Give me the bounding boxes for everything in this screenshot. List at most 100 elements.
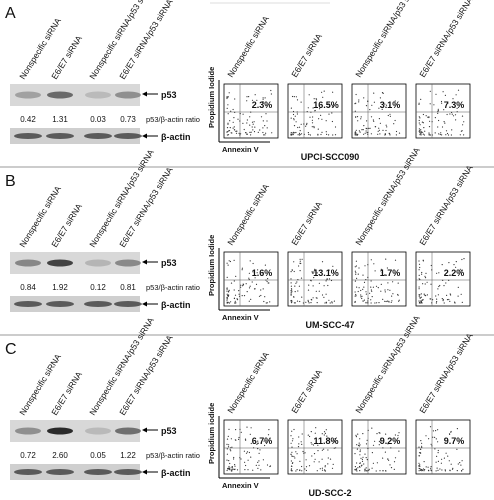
- event-dot: [310, 298, 312, 301]
- event-dot: [443, 121, 445, 123]
- event-dot: [310, 111, 312, 113]
- event-dot: [241, 295, 243, 297]
- event-dot: [355, 93, 357, 96]
- event-dot: [381, 106, 383, 108]
- event-dot: [290, 133, 292, 135]
- event-dot: [437, 111, 439, 113]
- event-dot: [456, 107, 458, 109]
- event-dot: [321, 131, 323, 133]
- p53-band: [47, 91, 73, 99]
- event-dot: [327, 457, 329, 459]
- panel-label: A: [5, 5, 16, 22]
- event-dot: [321, 433, 323, 435]
- event-dot: [297, 126, 299, 129]
- event-dot: [378, 118, 380, 120]
- event-dot: [385, 300, 387, 303]
- event-dot: [436, 467, 438, 469]
- event-dot: [378, 440, 380, 442]
- event-dot: [298, 132, 301, 134]
- event-dot: [378, 107, 380, 109]
- event-dot: [227, 96, 229, 98]
- event-dot: [260, 289, 262, 291]
- event-dot: [311, 455, 313, 457]
- event-dot: [315, 427, 317, 429]
- event-dot: [363, 125, 365, 127]
- percent: 16.5%: [313, 100, 339, 110]
- event-dot: [374, 126, 376, 128]
- event-dot: [291, 451, 293, 453]
- event-dot: [421, 469, 423, 471]
- event-dot: [418, 102, 420, 104]
- event-dot: [435, 295, 437, 297]
- event-dot: [437, 469, 439, 471]
- event-dot: [438, 119, 440, 122]
- event-dot: [358, 130, 360, 132]
- event-dot: [259, 129, 261, 131]
- x-axis-label: Annexin V: [222, 481, 259, 490]
- event-dot: [231, 470, 233, 472]
- event-dot: [453, 439, 455, 442]
- event-dot: [434, 448, 436, 450]
- event-dot: [355, 129, 357, 131]
- event-dot: [264, 125, 266, 127]
- event-dot: [391, 300, 393, 302]
- event-dot: [240, 286, 242, 288]
- event-dot: [299, 469, 301, 471]
- event-dot: [259, 449, 261, 451]
- event-dot: [435, 438, 437, 440]
- event-dot: [234, 464, 236, 466]
- event-dot: [295, 96, 297, 98]
- event-dot: [450, 134, 452, 136]
- event-dot: [371, 467, 373, 469]
- event-dot: [359, 470, 361, 472]
- event-dot: [293, 96, 295, 98]
- event-dot: [365, 130, 367, 132]
- event-dot: [290, 469, 292, 471]
- event-dot: [245, 464, 247, 467]
- event-dot: [437, 294, 439, 296]
- event-dot: [424, 469, 426, 471]
- event-dot: [331, 106, 333, 108]
- event-dot: [291, 301, 293, 303]
- event-dot: [270, 89, 272, 92]
- event-dot: [443, 285, 445, 287]
- event-dot: [363, 281, 366, 283]
- event-dot: [311, 443, 313, 445]
- event-dot: [228, 444, 230, 446]
- event-dot: [299, 258, 301, 260]
- event-dot: [226, 459, 228, 461]
- event-dot: [305, 469, 307, 472]
- event-dot: [451, 468, 454, 470]
- event-dot: [290, 285, 292, 287]
- event-dot: [430, 466, 432, 468]
- event-dot: [370, 302, 372, 304]
- event-dot: [370, 299, 372, 301]
- flow-lane-label: Nonspecific siRNA/p53 siRNA: [353, 0, 422, 79]
- event-dot: [364, 470, 366, 472]
- event-dot: [420, 452, 422, 454]
- event-dot: [366, 470, 368, 472]
- flow-lane-label: E6/E7 siRNA/p53 siRNA: [417, 331, 475, 415]
- event-dot: [321, 449, 323, 451]
- event-dot: [436, 272, 438, 274]
- event-dot: [262, 459, 264, 461]
- panel-label: B: [5, 173, 16, 190]
- event-dot: [371, 296, 373, 298]
- panel: A Nonspecific siRNA E6/E7 siRNA Nonspecific…: [5, 0, 475, 162]
- event-dot: [226, 443, 228, 445]
- event-dot: [433, 104, 435, 106]
- event-dot: [443, 109, 445, 111]
- event-dot: [441, 458, 443, 460]
- event-dot: [390, 447, 392, 449]
- event-dot: [422, 468, 425, 470]
- event-dot: [257, 461, 259, 463]
- event-dot: [296, 300, 299, 302]
- event-dot: [461, 258, 463, 261]
- event-dot: [357, 120, 359, 122]
- event-dot: [357, 433, 359, 435]
- event-dot: [387, 443, 389, 445]
- event-dot: [247, 469, 249, 471]
- event-dot: [318, 282, 320, 284]
- event-dot: [291, 289, 293, 291]
